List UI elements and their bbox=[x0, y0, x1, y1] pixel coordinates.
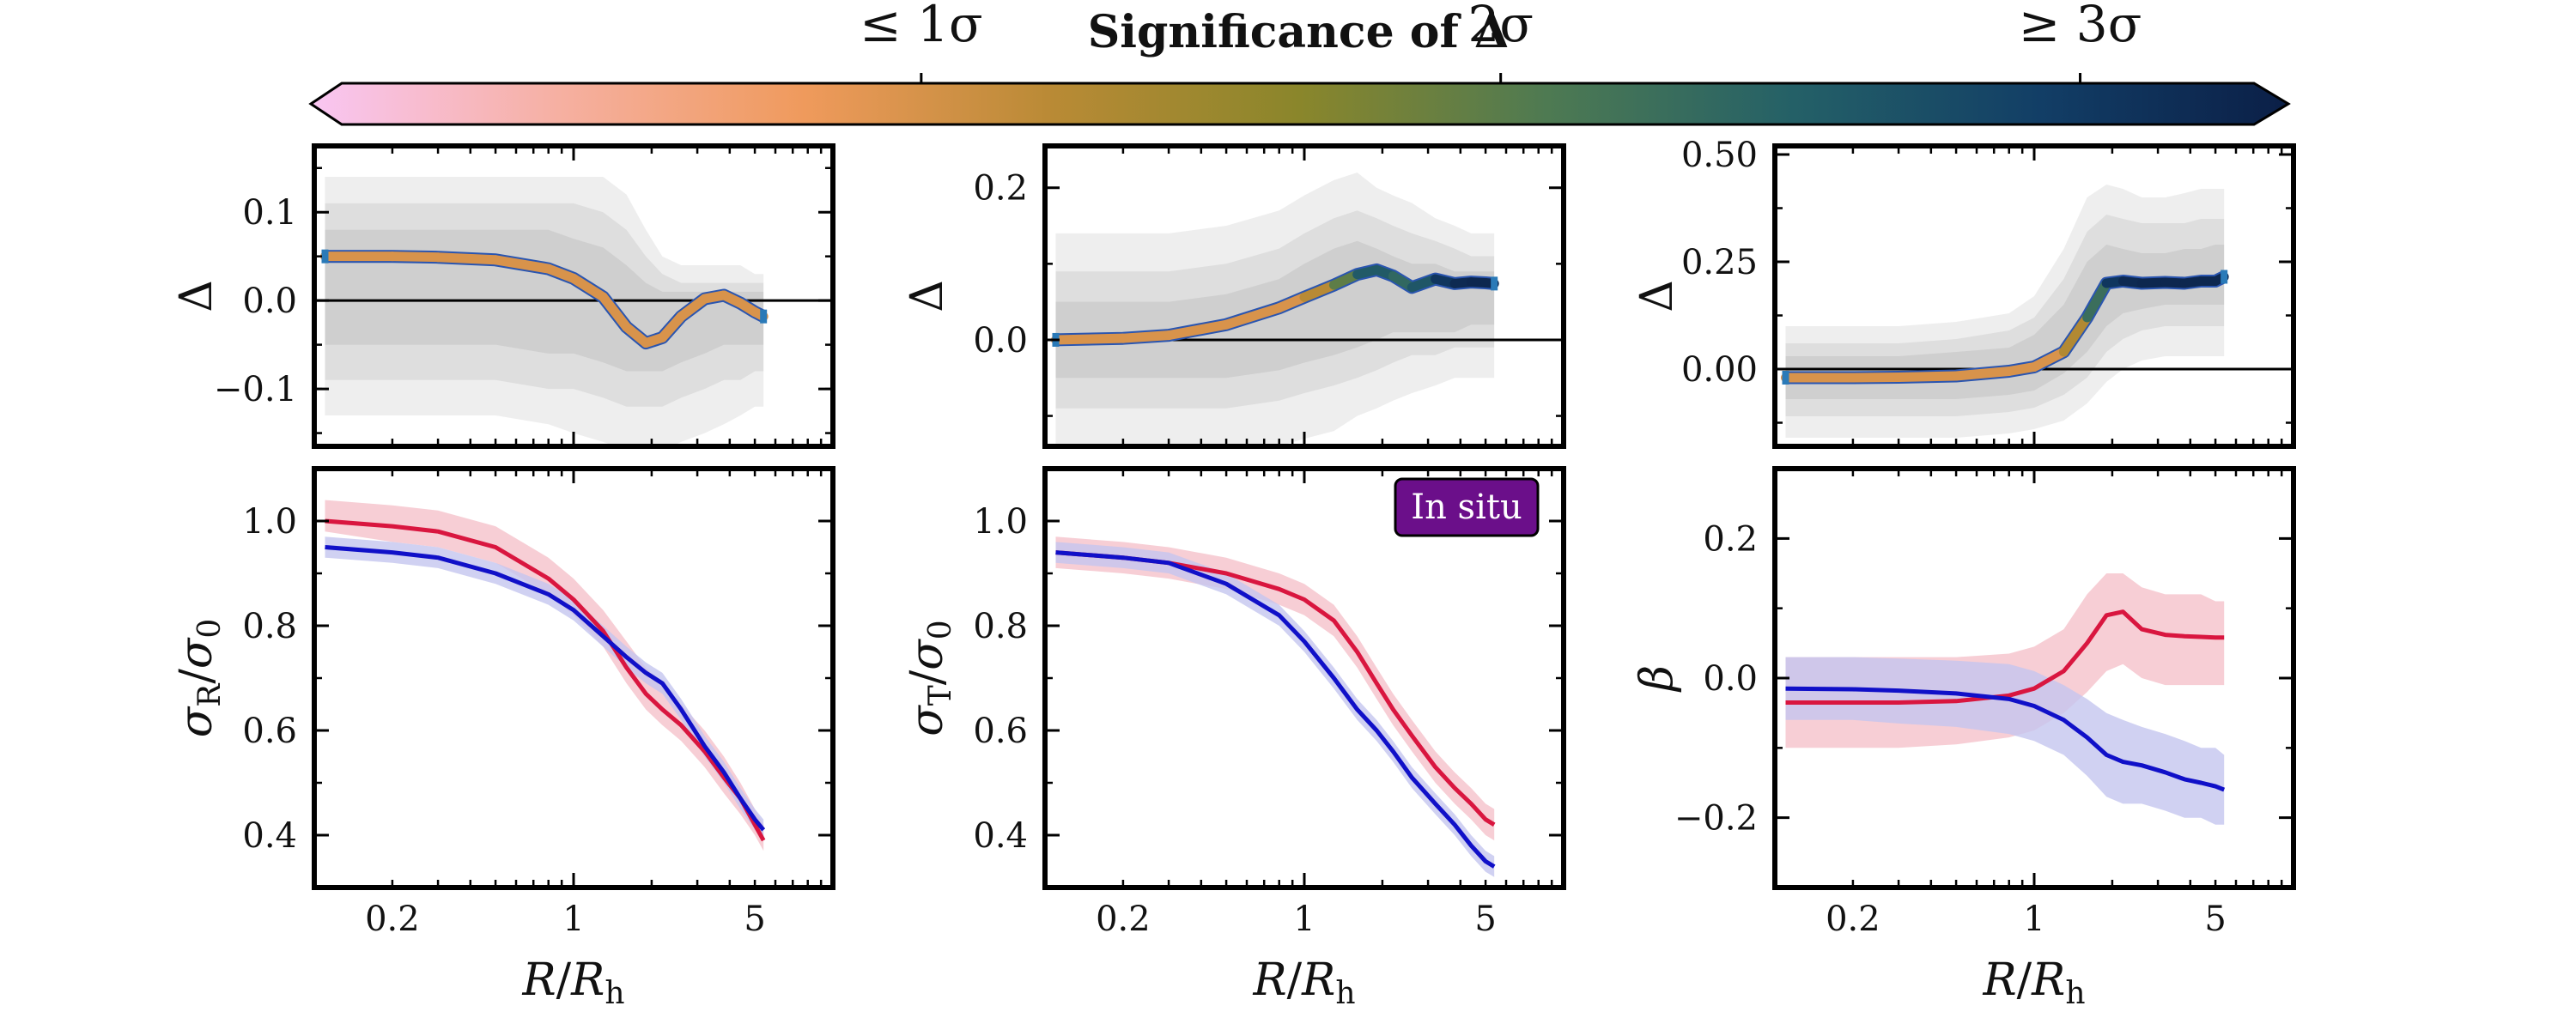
red-band bbox=[1055, 536, 1495, 841]
x-axis-label: R/Rh bbox=[1252, 954, 1355, 1011]
delta-segment bbox=[387, 251, 443, 263]
x-axis-label: R/Rh bbox=[1982, 954, 2085, 1011]
null-band bbox=[325, 177, 764, 446]
plot-area bbox=[1045, 173, 1564, 446]
y-axis-label: Δ bbox=[902, 280, 953, 312]
y-tick-label: 1.0 bbox=[242, 502, 297, 542]
y-tick-label: 0.50 bbox=[1681, 136, 1758, 175]
y-tick-label: 0.8 bbox=[242, 607, 297, 646]
plot-area bbox=[1055, 536, 1496, 877]
y-axis-label: Δ bbox=[171, 280, 222, 312]
null-band bbox=[1785, 215, 2225, 416]
y-tick-label: 0.0 bbox=[973, 321, 1028, 360]
delta-segment bbox=[433, 252, 501, 265]
blue-series-line bbox=[1785, 686, 2226, 792]
panel-top-right: 0.00 0.25 0.50 Δ bbox=[1631, 136, 2296, 449]
x-tick-label: 0.2 bbox=[1096, 900, 1151, 939]
y-tick-label: 0.6 bbox=[973, 712, 1028, 751]
blue-series-line bbox=[325, 545, 766, 832]
y-tick-label: 0.4 bbox=[242, 816, 297, 856]
red-series-line bbox=[1055, 550, 1496, 827]
x-tick-label: 1 bbox=[2023, 900, 2044, 939]
panel-bottom-right: 0.2 1 5 R/Rh −0.2 0.0 0.2 β bbox=[1631, 466, 2296, 1011]
delta-segment bbox=[1221, 303, 1285, 330]
blue-series-line bbox=[1055, 550, 1496, 869]
in-situ-badge-box bbox=[1394, 477, 1540, 537]
y-tick-label: −0.2 bbox=[1674, 799, 1758, 839]
panel-bottom-middle: 0.2 1 5 R/Rh 0.4 0.6 0.8 1.0 σT/σ0 bbox=[902, 466, 1566, 1011]
delta-segment bbox=[1163, 319, 1231, 341]
colorbar-tick-label: ≥ 3σ bbox=[2019, 0, 2142, 53]
y-axis-label: β bbox=[1631, 665, 1683, 693]
colorbar: Significance of Δ ≤ 1σ 2σ ≥ 3σ bbox=[308, 0, 2291, 126]
red-series-line bbox=[1785, 609, 2225, 705]
plot-area bbox=[1785, 573, 2226, 825]
x-axis-label: R/Rh bbox=[521, 954, 624, 1011]
blue-band bbox=[1055, 542, 1495, 877]
delta-endcap bbox=[321, 249, 329, 264]
delta-segment bbox=[676, 294, 710, 322]
plot-area bbox=[314, 177, 833, 446]
y-axis-label: Δ bbox=[1631, 280, 1683, 312]
x-tick-label: 1 bbox=[1293, 900, 1315, 939]
delta-endcap bbox=[760, 309, 768, 324]
y-tick-label: 0.4 bbox=[973, 816, 1028, 856]
delta-endcap bbox=[2221, 270, 2228, 284]
y-tick-label: 0.00 bbox=[1681, 350, 1758, 390]
delta-segment bbox=[1051, 333, 1128, 345]
y-tick-label: 0.0 bbox=[1703, 659, 1758, 699]
delta-segment bbox=[2029, 347, 2069, 372]
x-tick-label: 5 bbox=[744, 900, 765, 939]
delta-segment bbox=[2058, 312, 2093, 357]
colorbar-title: Significance of Δ bbox=[1088, 6, 1510, 58]
colorbar-tick-label: 2σ bbox=[1467, 0, 1534, 53]
colorbar-ticks: ≤ 1σ 2σ ≥ 3σ bbox=[860, 0, 2142, 83]
y-tick-label: 0.8 bbox=[973, 607, 1028, 646]
panel-top-left: −0.1 0.0 0.1 Δ bbox=[171, 143, 835, 449]
in-situ-label: In situ bbox=[1411, 488, 1522, 527]
x-tick-label: 0.2 bbox=[1826, 900, 1880, 939]
panel-bottom-left: 0.2 1 5 R/Rh 0.4 0.6 0.8 1.0 σR/σ0 bbox=[171, 466, 835, 1011]
delta-endcap bbox=[1782, 371, 1789, 385]
blue-band bbox=[1785, 657, 2225, 825]
y-tick-label: 0.1 bbox=[242, 193, 297, 233]
y-axis-label: σR/σ0 bbox=[171, 619, 228, 738]
x-tick-label: 0.2 bbox=[365, 900, 420, 939]
blue-band bbox=[325, 536, 764, 841]
colorbar-tick-label: ≤ 1σ bbox=[860, 0, 983, 53]
delta-segment bbox=[657, 312, 686, 342]
red-band bbox=[325, 500, 764, 851]
delta-endcap bbox=[1491, 276, 1498, 291]
plot-area bbox=[325, 500, 766, 851]
in-situ-badge: In situ bbox=[1394, 477, 1540, 537]
delta-segment bbox=[568, 273, 608, 302]
y-tick-label: 0.6 bbox=[242, 712, 297, 751]
y-axis-label: σT/σ0 bbox=[902, 620, 958, 736]
y-tick-label: 0.0 bbox=[242, 282, 297, 321]
delta-segment bbox=[1299, 280, 1339, 302]
delta-segment bbox=[1951, 367, 2014, 381]
x-tick-label: 1 bbox=[562, 900, 584, 939]
plot-area bbox=[1775, 185, 2293, 438]
delta-segment bbox=[490, 255, 554, 274]
x-tick-label: 5 bbox=[2204, 900, 2226, 939]
y-tick-label: 0.2 bbox=[1703, 519, 1758, 559]
y-tick-label: 0.25 bbox=[1681, 243, 1758, 282]
panel-top-middle: 0.0 0.2 Δ bbox=[902, 143, 1566, 449]
y-tick-label: 0.2 bbox=[973, 169, 1028, 209]
y-tick-label: 1.0 bbox=[973, 502, 1028, 542]
delta-segment bbox=[1893, 371, 1961, 382]
delta-segment bbox=[1848, 373, 1904, 383]
y-tick-label: −0.1 bbox=[214, 370, 297, 409]
delta-segment bbox=[2082, 278, 2111, 323]
x-tick-label: 5 bbox=[1474, 900, 1496, 939]
delta-segment bbox=[598, 292, 632, 332]
colorbar-gradient bbox=[308, 82, 2291, 126]
delta-segment bbox=[1118, 330, 1174, 343]
